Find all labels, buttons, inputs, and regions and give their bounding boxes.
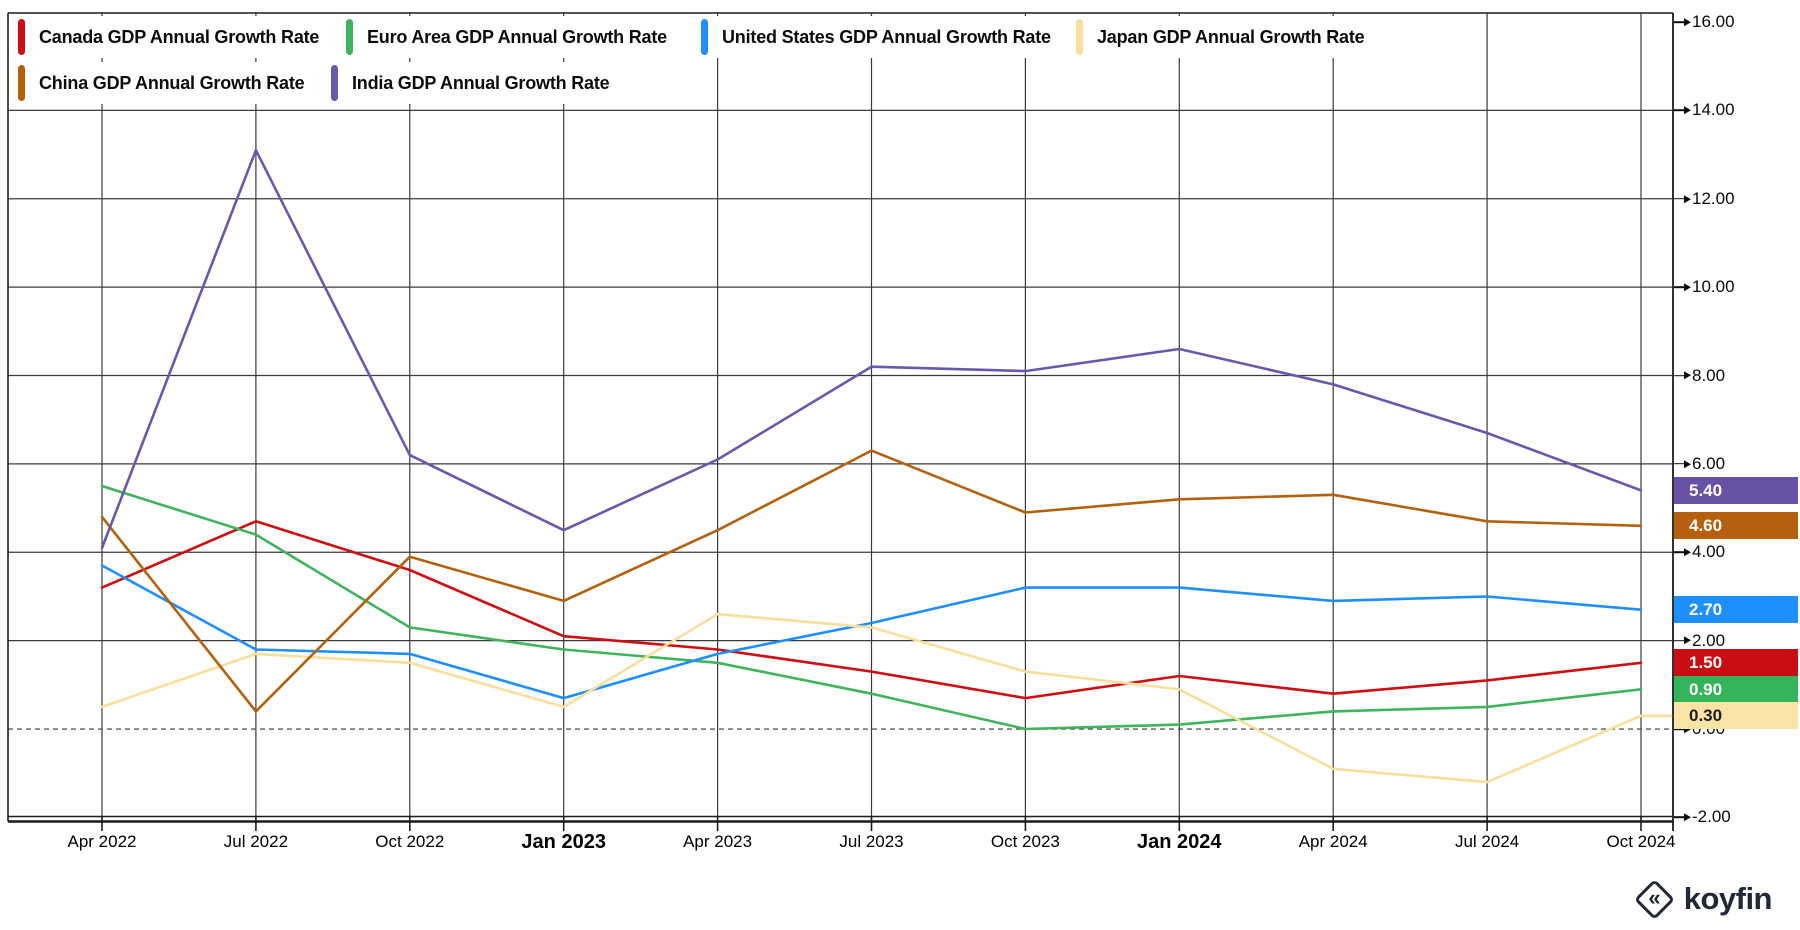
series-line-japan[interactable] [100, 612, 1673, 784]
legend-item-euro-area[interactable]: Euro Area GDP Annual Growth Rate [340, 16, 683, 58]
legend-label: China GDP Annual Growth Rate [39, 72, 305, 93]
legend-item-india[interactable]: India GDP Annual Growth Rate [325, 62, 626, 104]
legend-label: India GDP Annual Growth Rate [352, 72, 610, 93]
legend-color-bar-icon [1076, 19, 1083, 55]
series-line-china[interactable] [100, 449, 1643, 713]
series-line-united-states[interactable] [100, 564, 1643, 700]
koyfin-logo: « koyfin [1633, 878, 1773, 920]
legend-color-bar-icon [331, 65, 338, 101]
legend-color-bar-icon [18, 65, 25, 101]
legend-item-united-states[interactable]: United States GDP Annual Growth Rate [695, 16, 1067, 58]
legend-label: Japan GDP Annual Growth Rate [1097, 26, 1365, 47]
legend-label: Euro Area GDP Annual Growth Rate [367, 26, 667, 47]
legend-color-bar-icon [346, 19, 353, 55]
series-line-canada[interactable] [100, 519, 1643, 700]
series-line-india[interactable] [100, 148, 1643, 550]
legend-item-china[interactable]: China GDP Annual Growth Rate [12, 62, 321, 104]
legend-color-bar-icon [701, 19, 708, 55]
legend-label: United States GDP Annual Growth Rate [722, 26, 1051, 47]
koyfin-logo-text: koyfin [1683, 881, 1773, 916]
legend-item-canada[interactable]: Canada GDP Annual Growth Rate [12, 16, 336, 58]
legend-label: Canada GDP Annual Growth Rate [39, 26, 320, 47]
legend-color-bar-icon [18, 19, 25, 55]
legend-item-japan[interactable]: Japan GDP Annual Growth Rate [1070, 16, 1381, 58]
koyfin-logo-icon: « [1633, 878, 1675, 920]
series-line-euro-area[interactable] [100, 484, 1643, 731]
